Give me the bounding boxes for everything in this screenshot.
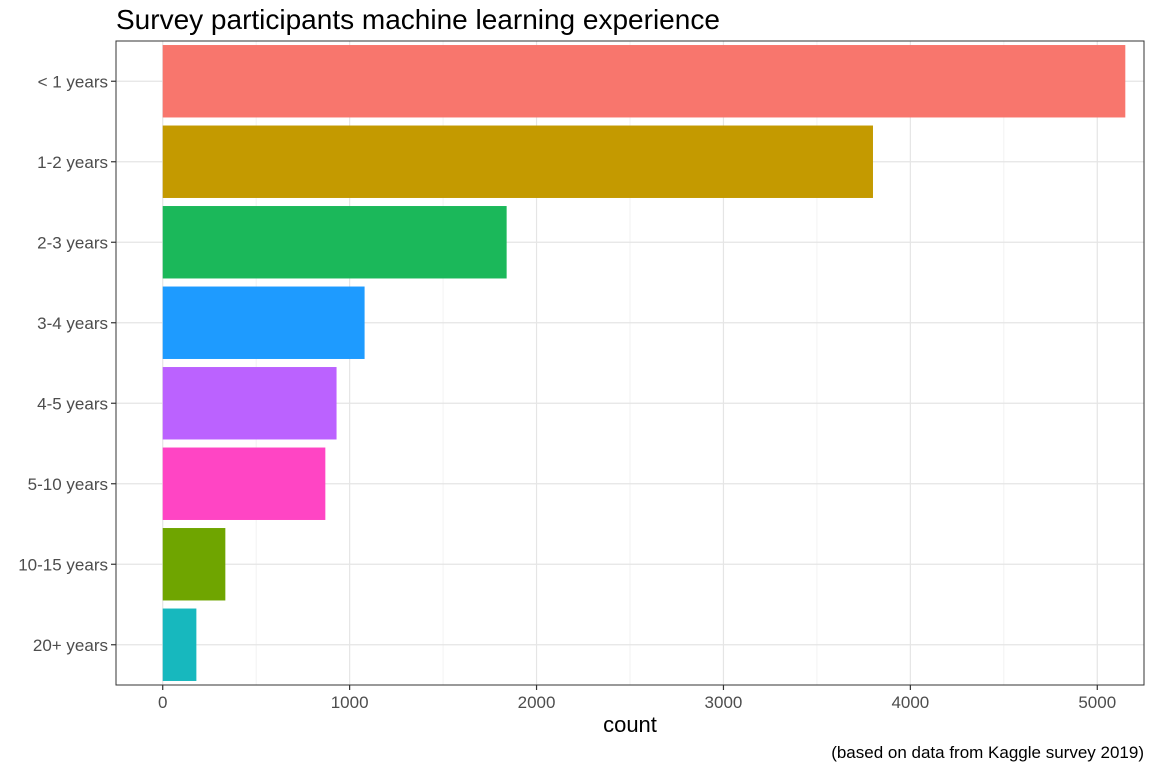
y-tick-label: 20+ years [33,636,108,655]
y-axis: < 1 years 1-2 years 2-3 years 3-4 years 4-5 … [18,72,116,655]
y-tick-label: 3-4 years [37,314,108,333]
x-tick-label: 2000 [518,693,556,712]
y-tick-label: < 1 years [38,72,108,91]
bars [162,45,1126,681]
x-tick-label: 4000 [891,693,929,712]
x-tick-label: 5000 [1078,693,1116,712]
bar [162,608,197,681]
x-tick-label: 3000 [705,693,743,712]
bar [162,286,365,359]
chart-title: Survey participants machine learning exp… [116,4,720,35]
y-tick-label: 2-3 years [37,233,108,252]
x-axis: 0 1000 2000 3000 4000 5000 [158,685,1116,712]
y-tick-label: 10-15 years [18,555,108,574]
bar [162,528,226,601]
bar [162,125,873,198]
chart-caption: (based on data from Kaggle survey 2019) [831,743,1144,762]
bar [162,367,337,440]
x-tick-label: 1000 [331,693,369,712]
x-axis-title: count [603,712,657,737]
bar [162,447,326,520]
bar [162,206,507,279]
panel-border [115,40,1145,686]
bar [162,45,1126,118]
y-tick-label: 4-5 years [37,394,108,413]
x-tick-label: 0 [158,693,167,712]
y-tick-label: 5-10 years [28,475,108,494]
y-tick-label: 1-2 years [37,153,108,172]
